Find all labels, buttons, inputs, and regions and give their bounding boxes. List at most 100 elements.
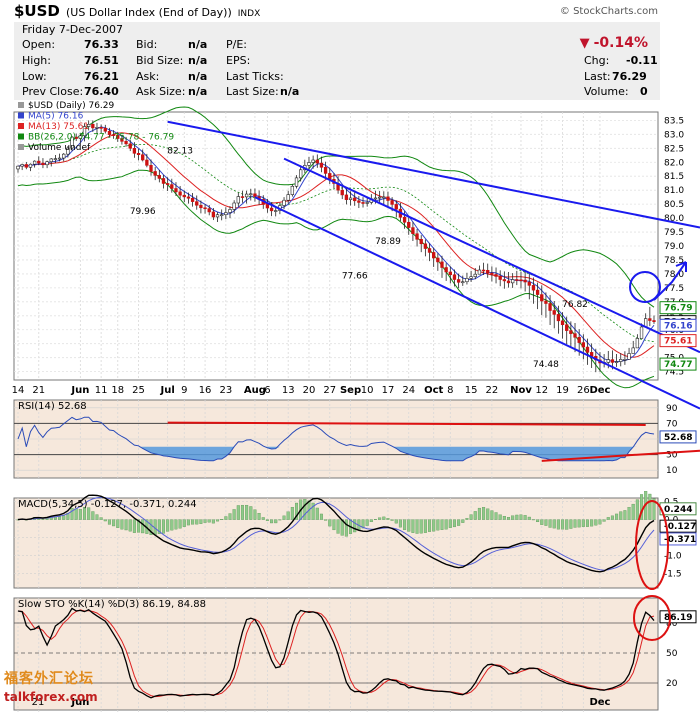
macd-value-tag: [659, 532, 697, 546]
macd-panel: [13, 497, 659, 589]
legend-entry: Volume undef: [28, 143, 91, 153]
macd-histogram-bar: [452, 519, 456, 528]
candle-body: [465, 278, 469, 283]
macd-value-label: 0.244: [664, 505, 692, 515]
candle-body: [365, 202, 369, 204]
candle-body: [639, 326, 644, 339]
quote-panel: Friday 7-Dec-2007 Open: 76.33 High: 76.5…: [14, 22, 660, 100]
pe-label: P/E:: [226, 38, 247, 51]
last-label: Last:: [584, 70, 611, 83]
candle-body: [87, 123, 91, 127]
date-label: 20: [303, 385, 316, 396]
macd-histogram-bar: [490, 510, 494, 520]
candle-body: [461, 281, 465, 284]
candle-body: [111, 134, 116, 136]
prev-close-value: 76.40: [84, 85, 119, 98]
macd-histogram-bar: [390, 519, 394, 521]
candle-body: [62, 153, 66, 159]
macd-histogram-bar: [324, 519, 328, 521]
price-tick-label: 77.5: [664, 284, 684, 294]
price-annotation: 78.89: [375, 237, 401, 247]
rsi-line: [17, 416, 655, 462]
candle-body: [527, 281, 531, 286]
symbol-title: $USD: [14, 2, 60, 20]
candle-body: [469, 276, 473, 279]
candle-body: [307, 162, 311, 166]
candle-body: [99, 127, 103, 129]
macd-histogram-bar: [74, 508, 78, 520]
macd-histogram-bar: [103, 519, 107, 522]
legend-swatch: [18, 133, 24, 140]
candle-body: [623, 359, 627, 361]
candle-body: [107, 130, 112, 135]
macd-histogram-bar: [465, 518, 469, 520]
date-label: 27: [323, 385, 336, 396]
candle-body: [427, 248, 432, 253]
candle-body: [49, 158, 53, 162]
candle-body: [136, 153, 141, 156]
macd-histogram-bar: [87, 507, 91, 520]
macd-histogram-bar: [132, 519, 136, 533]
candle-body: [444, 267, 448, 273]
sto-tick-label: 80: [666, 619, 678, 629]
candle-body: [477, 269, 482, 275]
macd-value-tag: [659, 519, 697, 533]
ask-size-label: Ask Size:: [136, 85, 186, 98]
candle-body: [124, 141, 128, 145]
macd-histogram-bar: [531, 519, 535, 521]
date-label: 21: [32, 385, 45, 396]
candle-body: [573, 333, 577, 338]
macd-histogram-bar: [195, 519, 199, 525]
copyright-notice[interactable]: © StockCharts.com: [559, 6, 658, 17]
candle-body: [190, 197, 195, 202]
date-label: 24: [402, 385, 415, 396]
candle-body: [170, 184, 174, 189]
date-label: Jul: [160, 385, 175, 396]
macd-histogram-bar: [540, 519, 544, 525]
macd-histogram-bar: [257, 513, 261, 520]
last-size-value: n/a: [280, 85, 300, 98]
sto-tick-label: 50: [666, 649, 678, 659]
date-label: 11: [95, 385, 108, 396]
macd-histogram-bar: [635, 499, 639, 520]
trendline-upper: [167, 120, 700, 229]
low-value: 76.21: [84, 70, 119, 83]
candle-body: [490, 272, 494, 275]
last-size-label: Last Size:: [226, 85, 279, 98]
candle-body: [652, 320, 656, 322]
macd-histogram-bar: [515, 514, 519, 520]
macd-histogram-bar: [619, 511, 623, 520]
macd-histogram-bar: [590, 519, 594, 527]
macd-histogram-bar: [170, 519, 174, 531]
date-label: 17: [382, 385, 395, 396]
candle-body: [481, 269, 486, 272]
ask-size-value: n/a: [188, 85, 208, 98]
price-tick-label: 79.5: [664, 228, 684, 238]
macd-histogram-bar: [261, 517, 265, 520]
sto-tick-label: 20: [666, 679, 678, 689]
macd-histogram-bar: [66, 512, 70, 520]
macd-histogram-bar: [182, 519, 186, 527]
macd-histogram-bar: [594, 519, 598, 526]
macd-histogram-bar: [149, 519, 153, 536]
candle-body: [315, 159, 319, 164]
macd-histogram-bar: [536, 519, 540, 523]
macd-histogram-bar: [477, 507, 481, 520]
macd-histogram-bar: [598, 519, 602, 525]
candle-body: [506, 280, 511, 284]
macd-histogram-bar: [606, 517, 610, 520]
date-label: 10: [361, 385, 374, 396]
candle-body: [523, 279, 527, 283]
candle-body: [253, 193, 257, 197]
macd-histogram-bar: [610, 515, 614, 520]
watermark-chinese: 福客外汇论坛: [4, 671, 94, 687]
candle-body: [407, 221, 411, 228]
rsi-tick-label: 70: [666, 419, 678, 429]
macd-histogram-bar: [365, 519, 369, 526]
macd-histogram-bar: [444, 519, 448, 530]
macd-histogram-bar: [282, 515, 286, 520]
macd-tick-label: -1.0: [664, 552, 682, 562]
macd-histogram-bar: [436, 519, 440, 531]
candle-body: [548, 303, 552, 311]
candle-body: [28, 163, 33, 168]
